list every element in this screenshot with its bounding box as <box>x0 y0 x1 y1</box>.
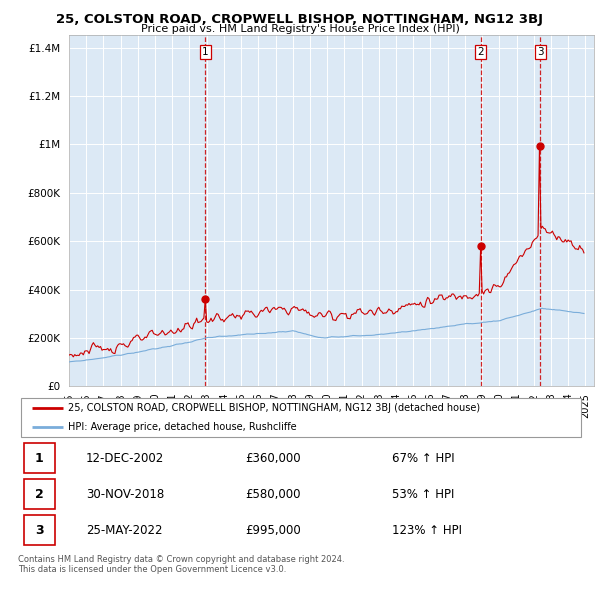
Text: 123% ↑ HPI: 123% ↑ HPI <box>392 524 462 537</box>
Text: Price paid vs. HM Land Registry's House Price Index (HPI): Price paid vs. HM Land Registry's House … <box>140 24 460 34</box>
Text: 3: 3 <box>35 524 44 537</box>
Text: 2: 2 <box>35 487 44 501</box>
Text: 30-NOV-2018: 30-NOV-2018 <box>86 487 164 501</box>
FancyBboxPatch shape <box>21 398 581 437</box>
Text: 53% ↑ HPI: 53% ↑ HPI <box>392 487 455 501</box>
Text: Contains HM Land Registry data © Crown copyright and database right 2024.: Contains HM Land Registry data © Crown c… <box>18 555 344 563</box>
Text: 12-DEC-2002: 12-DEC-2002 <box>86 451 164 464</box>
Text: 3: 3 <box>537 47 544 57</box>
Text: 25, COLSTON ROAD, CROPWELL BISHOP, NOTTINGHAM, NG12 3BJ (detached house): 25, COLSTON ROAD, CROPWELL BISHOP, NOTTI… <box>68 403 480 412</box>
FancyBboxPatch shape <box>23 515 55 545</box>
Text: 25-MAY-2022: 25-MAY-2022 <box>86 524 163 537</box>
Text: This data is licensed under the Open Government Licence v3.0.: This data is licensed under the Open Gov… <box>18 565 286 574</box>
FancyBboxPatch shape <box>23 479 55 509</box>
Text: 67% ↑ HPI: 67% ↑ HPI <box>392 451 455 464</box>
Text: £360,000: £360,000 <box>245 451 301 464</box>
Text: £580,000: £580,000 <box>245 487 301 501</box>
Text: 2: 2 <box>478 47 484 57</box>
Text: £995,000: £995,000 <box>245 524 301 537</box>
Text: HPI: Average price, detached house, Rushcliffe: HPI: Average price, detached house, Rush… <box>68 422 296 432</box>
Text: 25, COLSTON ROAD, CROPWELL BISHOP, NOTTINGHAM, NG12 3BJ: 25, COLSTON ROAD, CROPWELL BISHOP, NOTTI… <box>56 13 544 26</box>
FancyBboxPatch shape <box>23 443 55 473</box>
Text: 1: 1 <box>202 47 209 57</box>
Text: 1: 1 <box>35 451 44 464</box>
